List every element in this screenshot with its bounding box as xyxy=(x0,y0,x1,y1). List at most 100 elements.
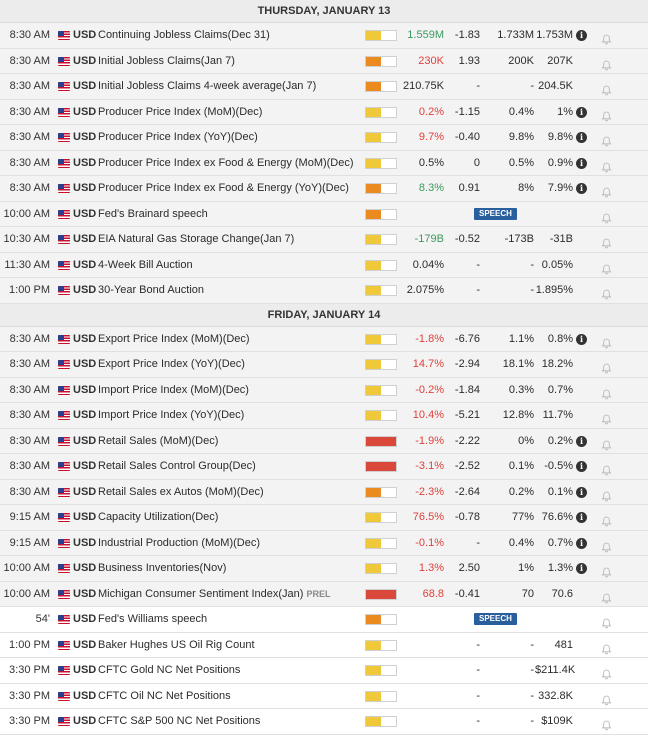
info-icon[interactable]: i xyxy=(576,30,587,41)
bell-icon[interactable] xyxy=(601,183,612,198)
bell-icon[interactable] xyxy=(601,234,612,249)
us-flag-icon xyxy=(58,513,70,522)
event-row[interactable]: 8:30 AM USD Export Price Index (YoY)(Dec) 1… xyxy=(0,352,648,378)
bell-icon[interactable] xyxy=(601,209,612,223)
event-row[interactable]: 10:00 AM USD Michigan Consumer Sentiment I… xyxy=(0,581,648,607)
previous-value: 1.3% xyxy=(547,562,573,574)
event-name[interactable]: Import Price Index (MoM)(Dec) xyxy=(98,378,249,403)
event-row[interactable]: 8:30 AM USD Retail Sales Control Group(Dec… xyxy=(0,454,648,480)
event-name[interactable]: EIA Natural Gas Storage Change(Jan 7) xyxy=(98,227,294,252)
event-row[interactable]: 54' USD Fed's Williams speech SPEECH xyxy=(0,607,648,633)
info-icon[interactable]: i xyxy=(576,461,587,472)
event-currency: USD xyxy=(73,233,97,245)
event-row[interactable]: 8:30 AM USD Continuing Jobless Claims(Dec … xyxy=(0,23,648,49)
event-row[interactable]: 9:15 AM USD Capacity Utilization(Dec) 76.5%… xyxy=(0,505,648,531)
bell-icon[interactable] xyxy=(601,158,612,172)
bell-icon[interactable] xyxy=(601,563,612,578)
event-name[interactable]: Capacity Utilization(Dec) xyxy=(98,505,218,530)
bell-icon[interactable] xyxy=(601,30,612,45)
bell-icon[interactable] xyxy=(601,538,612,552)
event-row[interactable]: 9:15 AM USD Industrial Production (MoM)(De… xyxy=(0,530,648,556)
info-icon[interactable]: i xyxy=(576,537,587,549)
bell-icon[interactable] xyxy=(601,359,612,374)
event-name[interactable]: Retail Sales (MoM)(Dec) xyxy=(98,429,218,454)
event-name[interactable]: 30-Year Bond Auction xyxy=(98,278,204,303)
event-row[interactable]: 1:00 PM USD 30-Year Bond Auction 2.075% - -1.… xyxy=(0,278,648,304)
event-row[interactable]: 8:30 AM USD Export Price Index (MoM)(Dec) -… xyxy=(0,326,648,352)
bell-icon[interactable] xyxy=(601,487,612,501)
event-row[interactable]: 8:30 AM USD Import Price Index (YoY)(Dec) 1… xyxy=(0,403,648,429)
bell-icon[interactable] xyxy=(601,385,612,399)
event-name[interactable]: Continuing Jobless Claims(Dec 31) xyxy=(98,23,270,48)
event-row[interactable]: 10:00 AM USD Fed's Brainard speech SPEECH xyxy=(0,201,648,227)
event-name[interactable]: CFTC S&P 500 NC Net Positions xyxy=(98,709,260,734)
event-row[interactable]: 3:30 PM USD CFTC Oil NC Net Positions - -332… xyxy=(0,683,648,709)
event-name-text: Initial Jobless Claims(Jan 7) xyxy=(98,54,235,67)
event-row[interactable]: 10:00 AM USD Business Inventories(Nov) 1.3%… xyxy=(0,556,648,582)
event-name[interactable]: Export Price Index (YoY)(Dec) xyxy=(98,352,245,377)
event-row[interactable]: 8:30 AM USD Retail Sales (MoM)(Dec) -1.9% -2… xyxy=(0,428,648,454)
bell-icon[interactable] xyxy=(601,640,612,654)
event-name[interactable]: Michigan Consumer Sentiment Index(Jan) PR… xyxy=(98,582,330,607)
event-name[interactable]: CFTC Gold NC Net Positions xyxy=(98,658,240,683)
event-row[interactable]: 8:30 AM USD Producer Price Index (MoM)(Dec… xyxy=(0,99,648,125)
us-flag-icon xyxy=(58,717,70,726)
bell-icon[interactable] xyxy=(601,56,612,70)
event-name[interactable]: Retail Sales Control Group(Dec) xyxy=(98,454,256,479)
event-row[interactable]: 8:30 AM USD Producer Price Index ex Food &… xyxy=(0,150,648,176)
event-name[interactable]: Export Price Index (MoM)(Dec) xyxy=(98,327,250,352)
event-name[interactable]: Producer Price Index ex Food & Energy (M… xyxy=(98,151,354,176)
bell-icon[interactable] xyxy=(601,461,612,476)
event-name[interactable]: Initial Jobless Claims 4-week average(Ja… xyxy=(98,74,316,99)
event-name[interactable]: Import Price Index (YoY)(Dec) xyxy=(98,403,244,428)
event-name[interactable]: Producer Price Index ex Food & Energy (Y… xyxy=(98,176,349,201)
bell-icon[interactable] xyxy=(601,665,612,680)
event-row[interactable]: 8:30 AM USD Initial Jobless Claims(Jan 7) 2… xyxy=(0,48,648,74)
event-name[interactable]: Initial Jobless Claims(Jan 7) xyxy=(98,49,235,74)
bell-icon[interactable] xyxy=(601,132,612,147)
event-currency: USD xyxy=(73,182,97,194)
event-name[interactable]: Industrial Production (MoM)(Dec) xyxy=(98,531,260,556)
bell-icon[interactable] xyxy=(601,260,612,274)
bell-icon[interactable] xyxy=(601,716,612,731)
bell-icon[interactable] xyxy=(601,614,612,629)
event-name[interactable]: Producer Price Index (YoY)(Dec) xyxy=(98,125,258,150)
bell-icon[interactable] xyxy=(601,81,612,96)
event-name[interactable]: Retail Sales ex Autos (MoM)(Dec) xyxy=(98,480,264,505)
bell-icon[interactable] xyxy=(601,589,612,603)
event-row[interactable]: 11:30 AM USD 4-Week Bill Auction 0.04% - -0.0… xyxy=(0,252,648,278)
event-name[interactable]: Fed's Williams speech xyxy=(98,607,207,632)
bell-icon[interactable] xyxy=(601,334,612,348)
us-flag-icon xyxy=(58,385,70,395)
event-row[interactable]: 3:30 PM USD CFTC Gold NC Net Positions - - $2… xyxy=(0,658,648,684)
event-row[interactable]: 8:30 AM USD Producer Price Index ex Food &… xyxy=(0,176,648,202)
info-icon[interactable]: i xyxy=(576,132,587,143)
event-name[interactable]: Business Inventories(Nov) xyxy=(98,556,226,581)
event-row[interactable]: 8:30 AM USD Retail Sales ex Autos (MoM)(De… xyxy=(0,479,648,505)
info-icon[interactable]: i xyxy=(576,157,587,169)
event-row[interactable]: 10:30 AM USD EIA Natural Gas Storage Chang… xyxy=(0,227,648,253)
event-row[interactable]: 8:30 AM USD Initial Jobless Claims 4-week … xyxy=(0,74,648,100)
event-name[interactable]: CFTC Oil NC Net Positions xyxy=(98,684,231,709)
info-icon[interactable]: i xyxy=(576,512,587,523)
event-name[interactable]: Fed's Brainard speech xyxy=(98,202,208,227)
bell-icon[interactable] xyxy=(601,436,612,450)
event-row[interactable]: 8:30 AM USD Import Price Index (MoM)(Dec) -… xyxy=(0,377,648,403)
info-icon[interactable]: i xyxy=(576,486,587,498)
event-name[interactable]: Baker Hughes US Oil Rig Count xyxy=(98,633,255,658)
event-name[interactable]: 4-Week Bill Auction xyxy=(98,253,193,278)
info-icon[interactable]: i xyxy=(576,435,587,447)
bell-icon[interactable] xyxy=(601,107,612,121)
bell-icon[interactable] xyxy=(601,410,612,425)
event-row[interactable]: 1:00 PM USD Baker Hughes US Oil Rig Count -… xyxy=(0,632,648,658)
bell-icon[interactable] xyxy=(601,512,612,527)
info-icon[interactable]: i xyxy=(576,106,587,118)
event-row[interactable]: 3:30 PM USD CFTC S&P 500 NC Net Positions -… xyxy=(0,709,648,735)
bell-icon[interactable] xyxy=(601,285,612,300)
info-icon[interactable]: i xyxy=(576,333,587,345)
info-icon[interactable]: i xyxy=(576,563,587,574)
info-icon[interactable]: i xyxy=(576,183,587,194)
event-name[interactable]: Producer Price Index (MoM)(Dec) xyxy=(98,100,262,125)
bell-icon[interactable] xyxy=(601,691,612,705)
event-row[interactable]: 8:30 AM USD Producer Price Index (YoY)(Dec… xyxy=(0,125,648,151)
